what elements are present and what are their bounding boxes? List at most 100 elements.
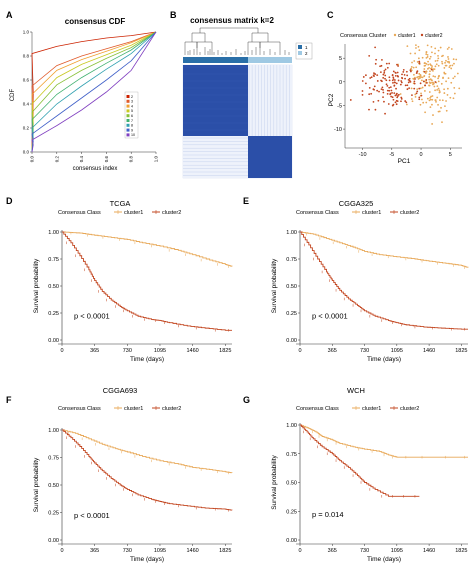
point-cluster2 bbox=[397, 93, 400, 96]
point-cluster2 bbox=[413, 87, 416, 90]
point-cluster2 bbox=[372, 74, 375, 77]
point-cluster1 bbox=[440, 82, 443, 85]
point-cluster1 bbox=[413, 60, 416, 62]
point-cluster2 bbox=[426, 81, 428, 84]
point-cluster2 bbox=[397, 65, 399, 67]
point-cluster1 bbox=[434, 89, 436, 92]
point-cluster2 bbox=[386, 66, 389, 69]
point-cluster2 bbox=[400, 98, 403, 100]
point-cluster2 bbox=[400, 100, 402, 103]
x-tick-label: 0 bbox=[60, 548, 63, 554]
point-cluster1 bbox=[419, 87, 422, 90]
point-cluster1 bbox=[423, 68, 426, 70]
point-cluster1 bbox=[439, 91, 441, 93]
point-cluster2 bbox=[368, 54, 371, 57]
point-cluster2 bbox=[404, 100, 407, 102]
point-cluster2 bbox=[373, 88, 375, 91]
point-cluster1 bbox=[430, 66, 433, 69]
point-cluster1 bbox=[424, 111, 427, 114]
p-value: p = 0.014 bbox=[312, 510, 344, 519]
point-cluster2 bbox=[385, 83, 388, 86]
point-cluster1 bbox=[425, 50, 428, 53]
point-cluster1 bbox=[450, 67, 453, 70]
point-cluster2 bbox=[401, 73, 403, 76]
point-cluster2 bbox=[370, 76, 373, 79]
point-cluster2 bbox=[418, 98, 421, 101]
x-tick-label: 365 bbox=[90, 548, 99, 554]
y-tick-label: 0.6 bbox=[23, 78, 30, 83]
point-cluster2 bbox=[392, 82, 394, 84]
point-cluster1 bbox=[433, 85, 436, 88]
point-cluster1 bbox=[434, 47, 437, 50]
point-cluster2 bbox=[396, 74, 399, 77]
y-tick-label: 0.00 bbox=[286, 538, 297, 544]
point-cluster1 bbox=[444, 64, 447, 67]
point-cluster2 bbox=[374, 62, 377, 65]
panel-a-ylabel: CDF bbox=[10, 89, 16, 102]
point-cluster2 bbox=[361, 90, 364, 92]
point-cluster1 bbox=[431, 95, 434, 97]
point-cluster2 bbox=[392, 70, 395, 73]
consensus-matrix-offdiag bbox=[248, 65, 292, 136]
x-tick-label: 730 bbox=[123, 548, 132, 554]
point-cluster2 bbox=[382, 76, 385, 79]
x-axis-label: Time (days) bbox=[367, 356, 401, 363]
point-cluster2 bbox=[387, 103, 390, 105]
point-cluster2 bbox=[416, 70, 419, 73]
legend-swatch-k3 bbox=[126, 99, 130, 103]
point-cluster2 bbox=[388, 76, 391, 79]
panel-a-title: consensus CDF bbox=[65, 17, 126, 26]
point-cluster1 bbox=[452, 97, 455, 100]
consensus-matrix-offdiag bbox=[183, 136, 248, 178]
point-cluster1 bbox=[432, 75, 435, 78]
point-cluster2 bbox=[376, 89, 379, 92]
y-tick-label: -10 bbox=[334, 127, 342, 133]
point-cluster1 bbox=[453, 92, 456, 95]
point-cluster1 bbox=[432, 82, 435, 85]
point-cluster2 bbox=[400, 81, 403, 84]
point-cluster1 bbox=[416, 76, 418, 79]
point-cluster2 bbox=[385, 79, 388, 82]
point-cluster1 bbox=[431, 123, 434, 125]
legend-swatch-k8 bbox=[126, 123, 130, 127]
point-cluster1 bbox=[417, 57, 420, 60]
point-cluster2 bbox=[386, 89, 389, 92]
legend-label-2: 2 bbox=[305, 51, 308, 56]
point-cluster1 bbox=[453, 75, 456, 78]
point-cluster2 bbox=[396, 96, 399, 99]
point-cluster2 bbox=[406, 88, 409, 91]
point-cluster2 bbox=[413, 80, 416, 83]
point-cluster1 bbox=[441, 62, 444, 65]
point-cluster1 bbox=[430, 45, 433, 48]
cdf-line-k7 bbox=[31, 31, 157, 153]
x-tick-label: 1095 bbox=[391, 348, 403, 354]
point-cluster1 bbox=[414, 95, 417, 98]
legend-swatch-k9 bbox=[126, 128, 130, 132]
point-cluster2 bbox=[375, 58, 378, 61]
point-cluster1 bbox=[412, 77, 415, 80]
point-cluster1 bbox=[437, 55, 439, 57]
point-cluster2 bbox=[394, 101, 397, 104]
legend-swatch-2 bbox=[298, 51, 302, 55]
point-cluster2 bbox=[388, 79, 391, 82]
point-cluster2 bbox=[389, 86, 392, 88]
x-tick-label: 1095 bbox=[154, 548, 166, 554]
point-cluster1 bbox=[426, 67, 429, 70]
point-cluster2 bbox=[388, 86, 391, 89]
point-cluster1 bbox=[426, 56, 429, 58]
point-cluster1 bbox=[428, 73, 431, 76]
panel-b-legend: 1 2 bbox=[295, 42, 313, 60]
legend-label-cluster1: cluster1 bbox=[124, 406, 143, 412]
panel-e: E CGGA325 Consensus Class cluster1 cluster… bbox=[243, 196, 469, 363]
y-tick-label: 0.0 bbox=[23, 150, 30, 155]
x-tick-label: 1.0 bbox=[154, 156, 159, 163]
point-cluster1 bbox=[414, 76, 416, 79]
y-tick-label: 0.75 bbox=[286, 452, 297, 458]
legend-swatch-k7 bbox=[126, 119, 130, 122]
survival-curve-cluster1 bbox=[62, 231, 233, 267]
panel-a-xlabel: consensus index bbox=[73, 166, 118, 172]
point-cluster1 bbox=[417, 45, 420, 48]
point-cluster2 bbox=[409, 70, 412, 73]
point-cluster1 bbox=[424, 72, 427, 75]
panel-g: G WCH Consensus Class cluster1 cluster2 0.0… bbox=[243, 386, 468, 563]
